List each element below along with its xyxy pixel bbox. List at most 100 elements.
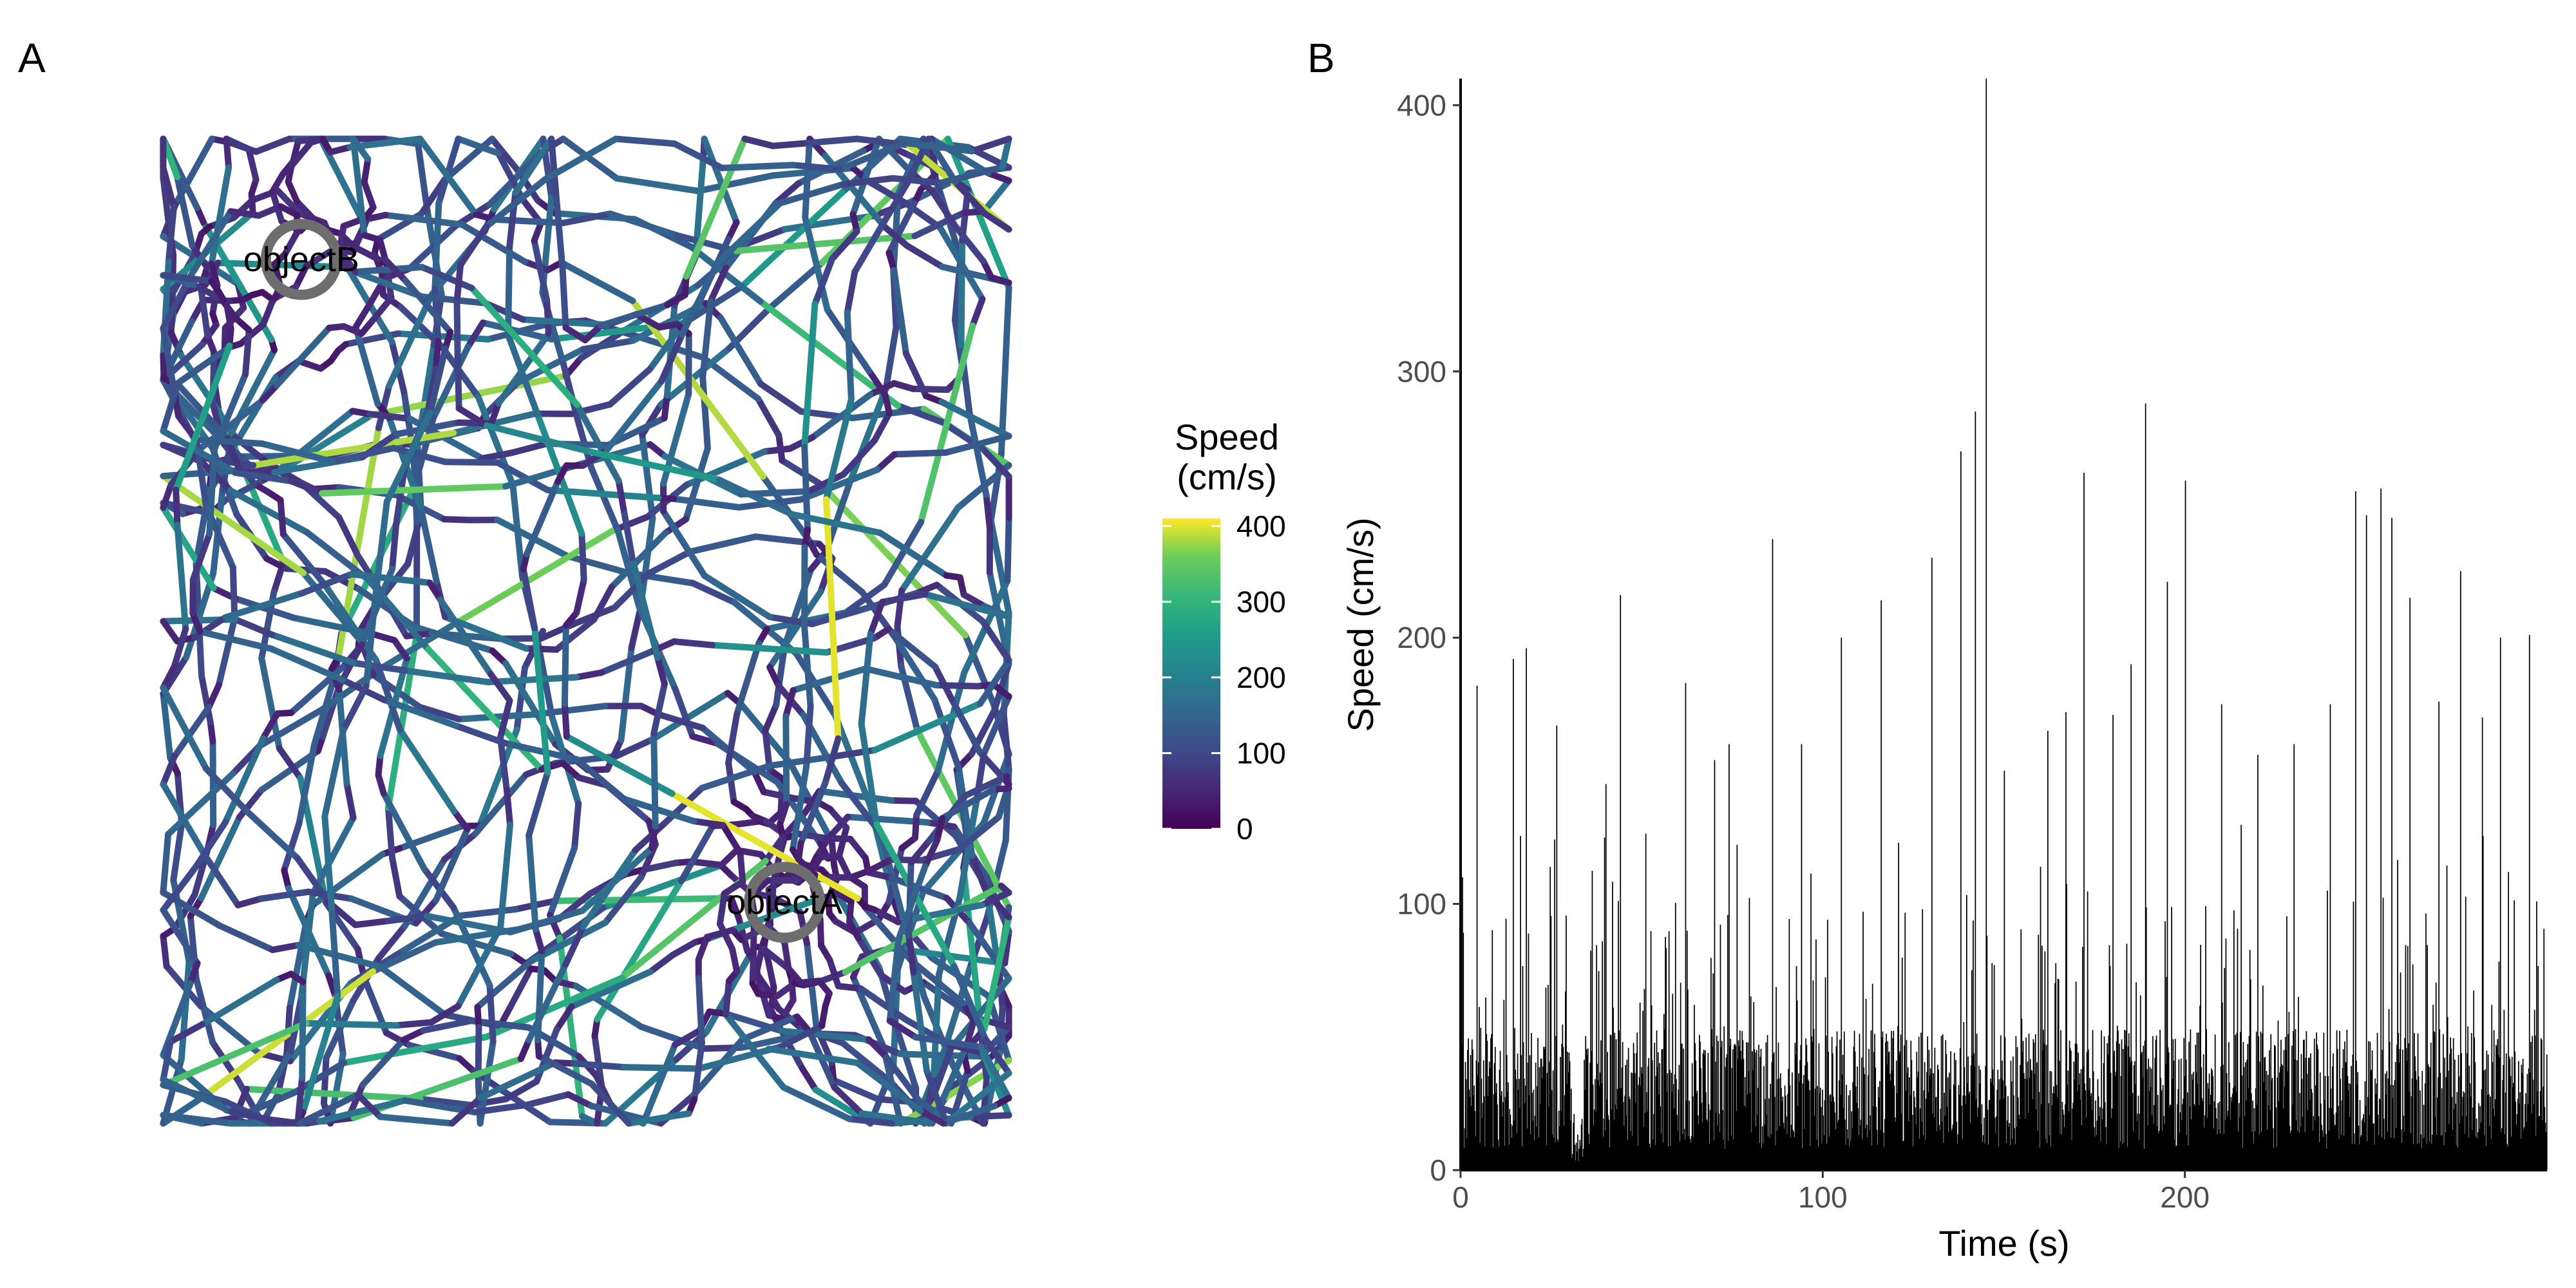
speed-bar	[1589, 1144, 1590, 1170]
trajectory-segment	[380, 790, 428, 873]
trajectory-segment	[910, 969, 931, 1074]
speed-bar	[2329, 704, 2331, 1170]
trajectory-segment	[966, 920, 1012, 982]
speed-bar	[1665, 947, 1667, 1170]
speed-bar	[2414, 1056, 2416, 1170]
speed-bar	[1850, 1141, 1852, 1170]
trajectory-segment	[327, 144, 354, 156]
trajectory-segment	[189, 531, 213, 583]
speed-bar	[1912, 1146, 1914, 1170]
trajectory-segment	[202, 852, 242, 909]
trajectory-segment	[237, 321, 267, 347]
speed-bar	[1553, 1137, 1555, 1170]
speed-bar	[1757, 1088, 1759, 1170]
trajectory-segment	[762, 701, 780, 734]
speed-bar	[2212, 1076, 2214, 1170]
speed-bar	[2197, 1032, 2199, 1170]
speed-bar	[2410, 1096, 2412, 1170]
speed-bar	[1826, 1143, 1828, 1170]
speed-bar	[1794, 1137, 1795, 1170]
speed-bar	[1598, 971, 1600, 1170]
speed-bar	[2338, 1139, 2340, 1170]
trajectory-segment	[969, 852, 990, 895]
speed-bar	[2085, 1090, 2087, 1170]
speed-bar	[1765, 1099, 1766, 1170]
speed-bar	[2469, 1083, 2471, 1170]
speed-bar	[2510, 1075, 2512, 1170]
speed-bar	[2416, 1144, 2418, 1170]
speed-bar	[1835, 1046, 1837, 1170]
speed-bar	[2108, 1036, 2110, 1170]
trajectory-segment	[844, 269, 858, 316]
trajectory-segment	[935, 670, 967, 773]
speed-bar	[2332, 1066, 2333, 1170]
trajectory-segment	[932, 663, 955, 702]
trajectory-segment	[658, 345, 733, 408]
speed-bar	[1650, 931, 1652, 1170]
speed-bar	[2121, 1144, 2123, 1170]
trajectory-segment	[531, 237, 551, 303]
speed-bar	[2036, 1109, 2037, 1170]
speed-bar	[1473, 1095, 1474, 1170]
speed-bar	[2423, 1104, 2425, 1170]
speed-bar	[1923, 1090, 1925, 1170]
trajectory-segment	[904, 242, 946, 270]
speed-bar	[2412, 1144, 2414, 1170]
trajectory-segment	[489, 135, 521, 173]
speed-bar	[1868, 1075, 1869, 1170]
speed-bar	[1531, 1033, 1532, 1170]
speed-bar	[1854, 1051, 1856, 1170]
speed-bar	[2274, 1045, 2275, 1170]
speed-bar	[2301, 1079, 2303, 1170]
speed-bar	[2435, 982, 2437, 1170]
speed-bar	[1612, 882, 1613, 1170]
speed-bar	[1699, 1035, 1700, 1170]
speed-bar	[1830, 1101, 1832, 1170]
speed-bar	[1734, 1045, 1735, 1170]
speed-bar	[2432, 1135, 2433, 1170]
speed-bar	[1595, 1079, 1596, 1170]
trajectory-segment	[502, 1078, 540, 1103]
speed-bar	[1761, 1148, 1763, 1170]
trajectory-segment	[836, 139, 908, 173]
speed-bar	[2067, 1084, 2069, 1170]
speed-bar	[2122, 1048, 2124, 1170]
speed-bar	[2130, 664, 2132, 1170]
trajectory-segment	[883, 1054, 922, 1104]
speed-bar	[2463, 1091, 2465, 1170]
speed-bar	[2187, 1092, 2188, 1170]
speed-bar	[2371, 1070, 2372, 1170]
speed-bar	[2372, 1123, 2374, 1170]
trajectory-segment	[847, 835, 869, 862]
speed-bar	[2225, 938, 2227, 1170]
speed-bar	[2119, 1141, 2121, 1170]
speed-bar	[2026, 1079, 2028, 1170]
speed-bar	[1644, 1112, 1646, 1170]
speed-bar	[2328, 1130, 2330, 1170]
speed-bar	[1841, 638, 1842, 1170]
speed-bar	[1678, 1090, 1680, 1170]
speed-bar	[1970, 1065, 1972, 1170]
trajectory-segment	[723, 978, 732, 1018]
speed-bar	[2527, 1104, 2529, 1170]
trajectory-segment	[879, 177, 912, 228]
speed-bar	[1474, 1111, 1476, 1170]
trajectory-segment	[981, 177, 1012, 215]
speed-bar	[2544, 1106, 2546, 1170]
trajectory-segment	[888, 797, 920, 804]
trajectory-segment	[809, 391, 874, 441]
speed-bar	[1542, 1066, 1544, 1170]
speed-bar	[1479, 1142, 1481, 1170]
speed-bar	[2197, 1084, 2199, 1170]
speed-bar	[1967, 1056, 1969, 1170]
speed-bar	[2060, 1133, 2061, 1170]
speed-bar	[2038, 934, 2040, 1170]
speed-bar	[1643, 989, 1645, 1170]
speed-bar	[2336, 1030, 2338, 1170]
speed-bar	[1976, 1034, 1978, 1170]
trajectory-segment	[294, 1074, 306, 1127]
trajectory-segment	[907, 838, 933, 866]
speed-bar	[2340, 1079, 2342, 1170]
speed-bar	[1933, 1117, 1935, 1170]
speed-bar	[2011, 1081, 2012, 1170]
